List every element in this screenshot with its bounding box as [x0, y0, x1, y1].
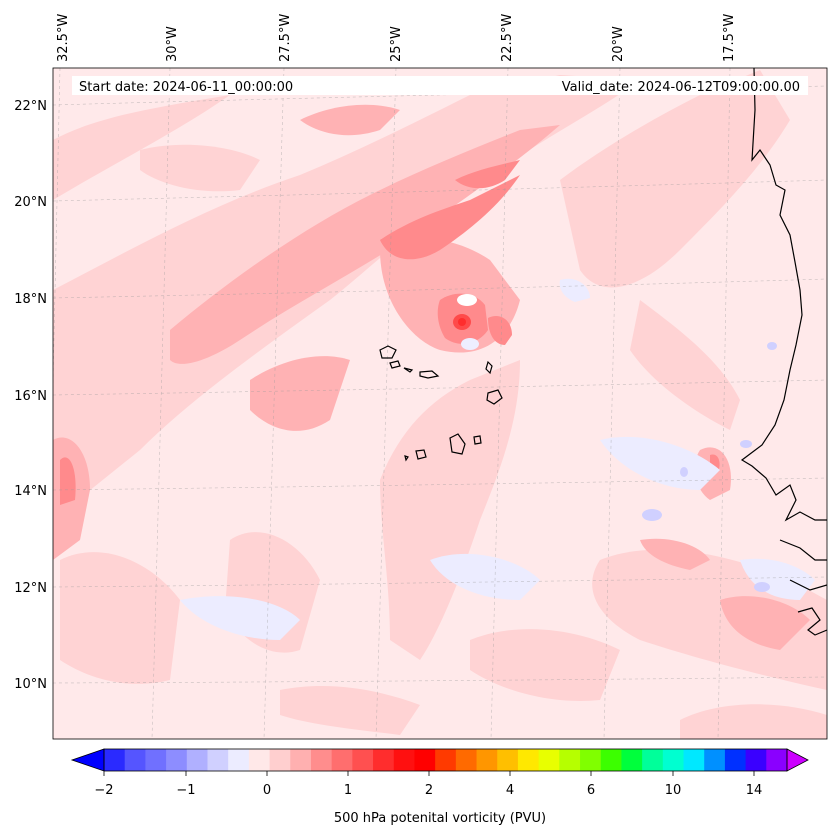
colorbar-segment [166, 749, 188, 771]
latitude-labels: 22°N 20°N 18°N 16°N 14°N 12°N 10°N [14, 99, 47, 692]
colorbar-segment [559, 749, 581, 771]
colorbar-segment [269, 749, 291, 771]
lon-label-30w: 30°W [165, 26, 180, 62]
cb-tick-label-2: 2 [425, 783, 433, 798]
colorbar-outline [103, 748, 788, 772]
start-date-label: Start date: 2024-06-11_00:00:00 [79, 80, 293, 95]
colorbar-segment [745, 749, 767, 771]
colorbar-tick-labels: −2 −1 0 1 2 4 6 10 14 [94, 783, 762, 798]
colorbar-segment [352, 749, 374, 771]
colorbar-segment [724, 749, 747, 771]
cb-tick-label-14: 14 [746, 783, 763, 798]
date-banner [72, 76, 808, 95]
lon-label-32-5w: 32.5°W [56, 14, 71, 62]
colorbar-segments [104, 749, 788, 771]
map-panel: Start date: 2024-06-11_00:00:00 Valid_da… [53, 68, 827, 739]
map-frame [52, 67, 828, 740]
cb-tick-label-1: 1 [344, 783, 352, 798]
lat-label-22n: 22°N [14, 99, 47, 114]
colorbar-segment [580, 749, 602, 771]
colorbar-segment [248, 749, 271, 771]
colorbar-segment [766, 749, 788, 771]
cb-tick-label-neg1: −1 [176, 783, 195, 798]
cb-tick-label-4: 4 [506, 783, 514, 798]
graticule [53, 68, 827, 739]
colorbar-segment [290, 749, 312, 771]
cape-verde-islands [379, 345, 503, 462]
colorbar-segment [104, 749, 126, 771]
colorbar-segment [228, 749, 250, 771]
colorbar-segment [373, 749, 395, 771]
lon-label-25w: 25°W [389, 26, 404, 62]
colorbar-segment [683, 749, 705, 771]
colorbar-segment [642, 749, 664, 771]
colorbar-segment [497, 749, 519, 771]
lat-label-14n: 14°N [14, 484, 47, 499]
lon-label-27-5w: 27.5°W [278, 14, 293, 62]
pv-peak-contours [453, 294, 479, 350]
lat-label-16n: 16°N [14, 389, 47, 404]
colorbar-segment [455, 749, 478, 771]
colorbar-segment [435, 749, 457, 771]
colorbar-segment [517, 749, 540, 771]
colorbar: −2 −1 0 1 2 4 6 10 14 500 hPa potenital … [70, 748, 809, 826]
lon-label-17-5w: 17.5°W [722, 14, 737, 62]
lat-label-18n: 18°N [14, 292, 47, 307]
colorbar-segment [207, 749, 229, 771]
colorbar-segment [310, 749, 333, 771]
coastlines [740, 68, 827, 636]
colorbar-label: 500 hPa potenital vorticity (PVU) [334, 811, 546, 826]
colorbar-max-extension [786, 748, 809, 772]
cb-tick-label-10: 10 [665, 783, 682, 798]
africa-coastline [740, 68, 827, 522]
colorbar-segment [662, 749, 685, 771]
cb-tick-label-neg2: −2 [94, 783, 113, 798]
colorbar-segment [476, 749, 498, 771]
colorbar-segment [145, 749, 167, 771]
pv-negative-core [642, 342, 777, 592]
colorbar-min-extension [70, 748, 105, 772]
colorbar-segment [393, 749, 416, 771]
colorbar-segment [621, 749, 643, 771]
pv-negative-contours [180, 278, 815, 640]
cb-tick-label-0: 0 [263, 783, 271, 798]
colorbar-segment [124, 749, 146, 771]
colorbar-segment [600, 749, 623, 771]
lat-label-20n: 20°N [14, 195, 47, 210]
cb-tick-label-6: 6 [587, 783, 595, 798]
lat-label-12n: 12°N [14, 581, 47, 596]
longitude-labels: 32.5°W 30°W 27.5°W 25°W 22.5°W 20°W 17.5… [56, 14, 737, 62]
colorbar-segment [414, 749, 436, 771]
colorbar-segment [331, 749, 353, 771]
colorbar-segment [538, 749, 560, 771]
lon-label-20w: 20°W [611, 26, 626, 62]
lat-label-10n: 10°N [14, 677, 47, 692]
valid-date-label: Valid_date: 2024-06-12T09:00:00.00 [562, 80, 800, 95]
colorbar-ticks [103, 771, 755, 776]
colorbar-segment [186, 749, 209, 771]
lon-label-22-5w: 22.5°W [500, 14, 515, 62]
colorbar-segment [704, 749, 726, 771]
